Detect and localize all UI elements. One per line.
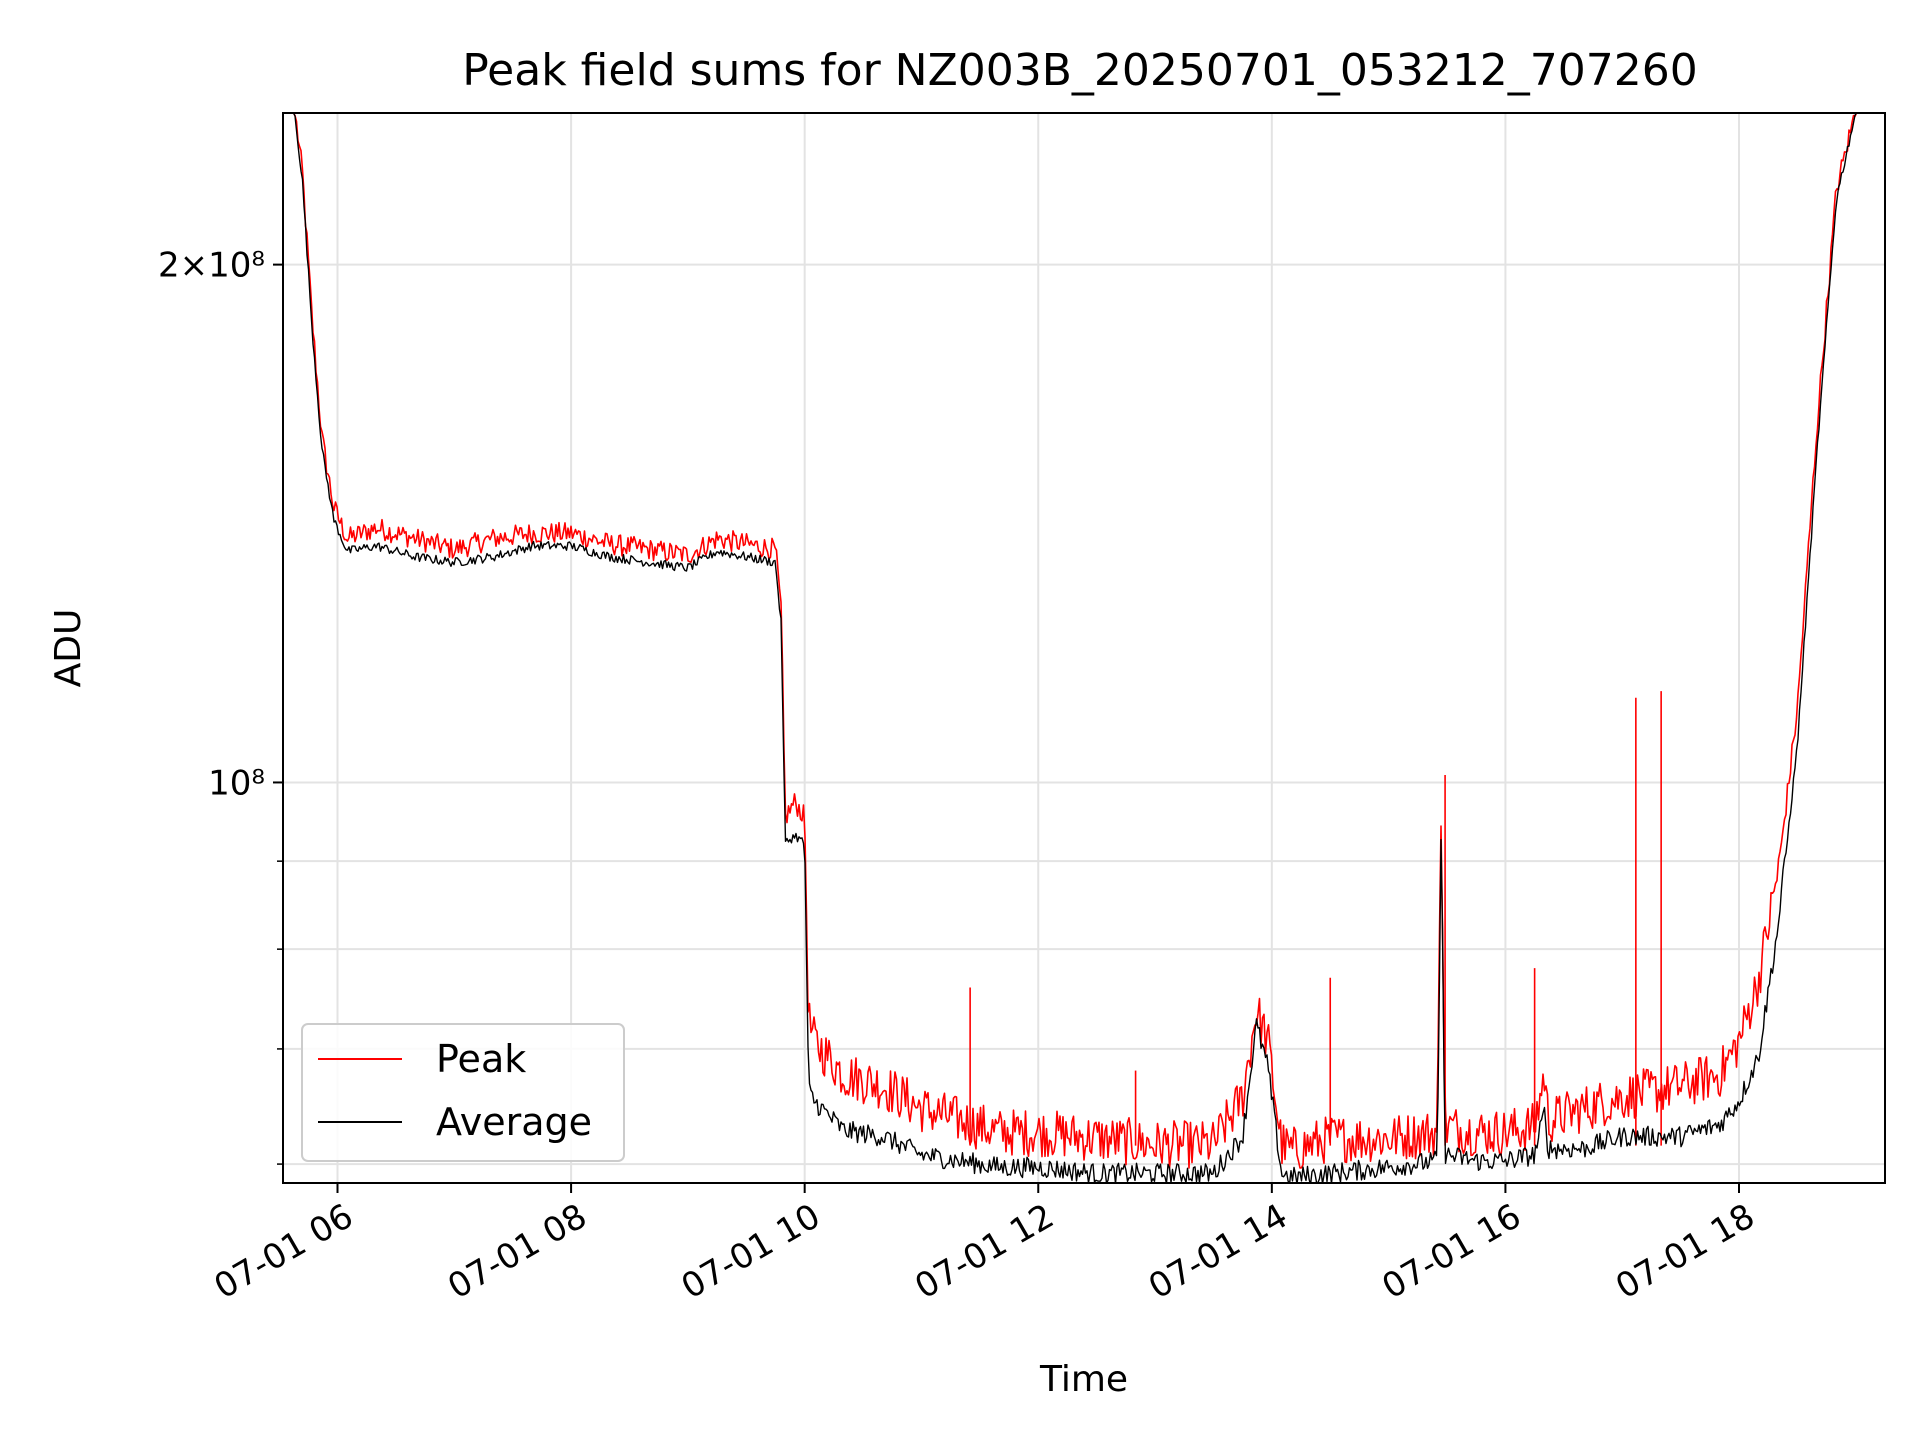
y-tick-label: 2×10⁸ bbox=[158, 246, 265, 286]
legend-label-peak: Peak bbox=[436, 1037, 526, 1081]
chart-title: Peak field sums for NZ003B_20250701_0532… bbox=[462, 45, 1698, 96]
legend-label-average: Average bbox=[436, 1100, 592, 1144]
plot-frame bbox=[282, 112, 1886, 1184]
y-tick-label: 10⁸ bbox=[208, 763, 265, 803]
y-axis-title: ADU bbox=[48, 609, 89, 688]
legend: Peak Average bbox=[301, 1023, 625, 1162]
plot-series bbox=[283, 113, 1885, 1183]
series-line-average bbox=[283, 113, 1885, 1183]
x-axis-title: Time bbox=[1039, 1359, 1128, 1400]
series-line-peak bbox=[283, 113, 1885, 1169]
